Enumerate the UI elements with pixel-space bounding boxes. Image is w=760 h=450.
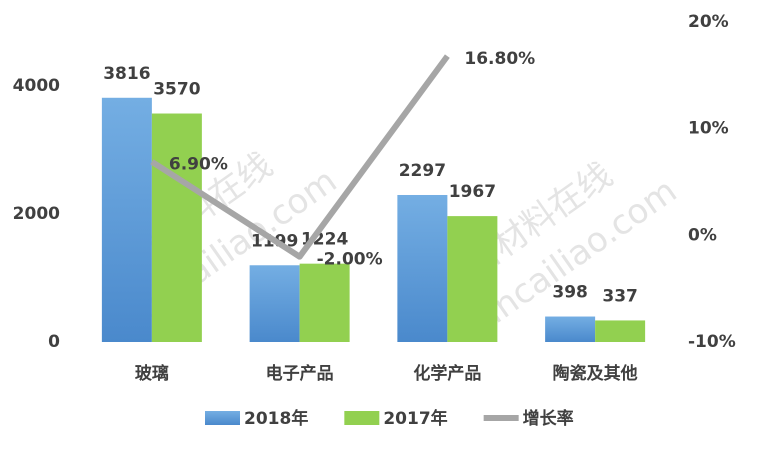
y2-tick-label: -10% [688,332,736,352]
bar-value-label: 398 [552,283,588,303]
bar [249,265,300,342]
bar [151,113,202,343]
x-tick-label: 化学产品 [413,363,481,384]
legend-label: 2018年 [244,408,308,429]
bar-value-label: 3570 [153,80,200,100]
legend-swatch [344,411,380,425]
y-tick-label: 4000 [13,76,60,96]
bar-value-label: 2297 [399,161,446,181]
line-value-label: 16.80% [464,49,535,69]
x-tick-label: 玻璃 [135,363,169,384]
bar-value-label: 1967 [449,182,496,202]
bar [595,320,646,342]
y2-tick-label: 20% [688,12,729,32]
x-tick-label: 陶瓷及其他 [553,363,638,384]
legend-label: 2017年 [383,408,447,429]
bar [299,263,350,342]
y2-tick-label: 0% [688,225,717,245]
y2-tick-label: 10% [688,119,729,139]
y-tick-label: 0 [48,332,60,352]
line-value-label: -2.00% [317,250,383,270]
y-tick-label: 2000 [13,204,60,224]
bar [101,97,152,342]
bar [545,316,596,342]
bar [447,216,498,342]
line-value-label: 6.90% [169,155,228,175]
line [150,54,450,260]
bar-value-label: 337 [602,286,638,306]
bar-value-label: 3816 [103,64,150,84]
legend-swatch [205,411,240,425]
x-tick-label: 电子产品 [266,363,334,384]
legend-label: 增长率 [523,408,574,429]
bar [397,194,448,342]
